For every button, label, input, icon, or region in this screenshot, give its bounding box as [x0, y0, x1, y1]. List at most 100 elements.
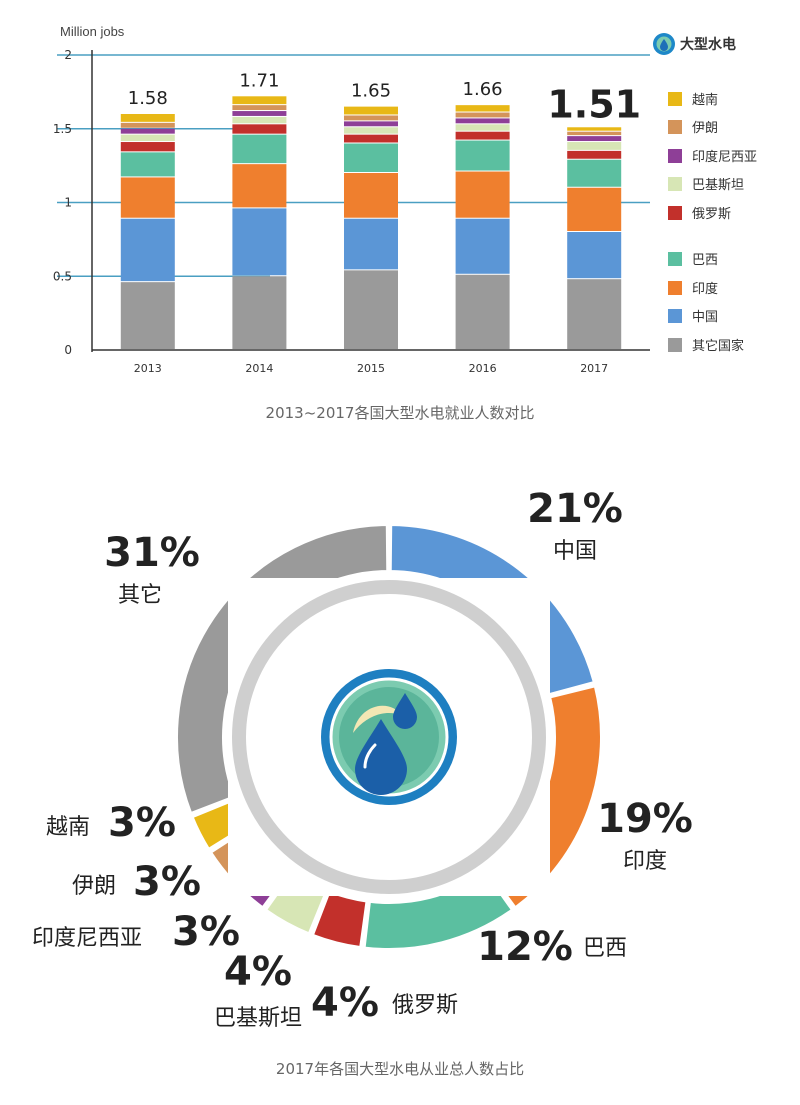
- legend-item-vietnam: 越南: [668, 92, 718, 108]
- bar-segment-india: [567, 187, 622, 231]
- legend-swatch: [668, 338, 682, 352]
- bar-segment-others: [120, 282, 175, 349]
- total-labels: 1.58 1.71 1.65 1.66 1.51: [128, 70, 641, 126]
- y-axis-ticks: 0 0.5 1 1.5 2: [53, 48, 72, 357]
- bar-segment-brazil: [567, 159, 622, 187]
- bar-segment-iran: [120, 122, 175, 128]
- bar-segment-pakistan: [455, 124, 510, 131]
- bar-segment-russia: [120, 142, 175, 152]
- legend-label: 巴基斯坦: [692, 178, 744, 193]
- slice-percent-china: 21%: [527, 486, 623, 532]
- bar-segment-pakistan: [232, 116, 287, 124]
- bar-chart-caption: 2013~2017各国大型水电就业人数对比: [265, 404, 535, 422]
- legend-swatch: [668, 206, 682, 220]
- legend-swatch: [668, 177, 682, 191]
- legend-item-china: 中国: [668, 309, 718, 325]
- slice-percent-indonesia: 3%: [172, 909, 240, 955]
- inner-ring: [232, 580, 546, 894]
- slice-percent-pakistan: 4%: [224, 949, 292, 995]
- legend-item-others: 其它国家: [668, 338, 744, 354]
- bar-segment-india: [120, 177, 175, 218]
- bar-segment-pakistan: [120, 134, 175, 142]
- slice-percent-india: 19%: [597, 796, 693, 842]
- legend-item-brazil: 巴西: [668, 252, 718, 268]
- x-axis-labels: 2013 2014 2015 2016 2017: [134, 362, 608, 375]
- slice-name-indonesia: 印度尼西亚: [32, 926, 142, 951]
- slice-labels: 21% 中国 19% 印度 12% 巴西 4% 俄罗斯 4% 巴基斯坦 3% 印度尼西亚 3% 伊朗 3% 越…: [32, 486, 693, 1031]
- legend-item-pakistan: 巴基斯坦: [668, 177, 744, 193]
- legend-label: 越南: [692, 92, 718, 108]
- bar-segment-india: [232, 164, 287, 208]
- brand-logo: 大型水电: [653, 33, 736, 55]
- slice-percent-others: 31%: [104, 530, 200, 576]
- bar-segment-russia: [455, 131, 510, 140]
- bar-segment-iran: [232, 105, 287, 111]
- total-label: 1.58: [128, 88, 168, 109]
- total-label: 1.71: [239, 70, 279, 91]
- x-tick-label: 2015: [357, 362, 385, 375]
- bar-segment-iran: [567, 131, 622, 136]
- donut-slice-russia: [311, 890, 368, 949]
- bar-segment-vietnam: [232, 96, 287, 105]
- bar-segment-russia: [232, 124, 287, 134]
- legend-item-russia: 俄罗斯: [668, 206, 731, 222]
- stacked-bar-chart: Million jobs 00.511.52 2013 2014 2015 2016 2…: [53, 24, 757, 375]
- legend-item-indonesia: 印度尼西亚: [668, 149, 757, 165]
- legend-swatch: [668, 281, 682, 295]
- legend-label: 伊朗: [692, 121, 718, 136]
- bar-segment-iran: [455, 112, 510, 118]
- legend-item-iran: 伊朗: [668, 120, 718, 136]
- bar-segment-vietnam: [120, 114, 175, 122]
- bar-segment-pakistan: [567, 142, 622, 150]
- total-label: 1.65: [351, 81, 391, 102]
- y-tick-label: 1: [64, 196, 72, 210]
- legend-label: 印度: [692, 281, 718, 297]
- brand-name: 大型水电: [680, 36, 736, 53]
- y-axis-title: Million jobs: [60, 24, 125, 39]
- bar-segment-china: [232, 208, 287, 276]
- bar-segment-indonesia: [120, 128, 175, 134]
- bar-segment-china: [567, 232, 622, 279]
- legend-item-india: 印度: [668, 281, 718, 297]
- bar-series: [120, 96, 622, 349]
- donut-chart-caption: 2017年各国大型水电从业总人数占比: [275, 1060, 525, 1078]
- bar-segment-china: [455, 218, 510, 274]
- slice-name-india: 印度: [623, 849, 667, 874]
- bar-segment-brazil: [455, 140, 510, 171]
- y-tick-label: 2: [64, 48, 72, 62]
- y-tick-label: 1.5: [53, 122, 72, 136]
- legend-label: 俄罗斯: [692, 207, 731, 222]
- slice-name-china: 中国: [553, 539, 597, 564]
- bar-segment-russia: [344, 134, 398, 143]
- slice-name-vietnam: 越南: [46, 815, 90, 840]
- slice-name-brazil: 巴西: [583, 936, 627, 961]
- bar-segment-vietnam: [567, 127, 622, 131]
- legend-swatch: [668, 149, 682, 163]
- bar-segment-russia: [567, 150, 622, 159]
- total-label: 1.66: [463, 79, 503, 100]
- x-tick-label: 2014: [245, 362, 273, 375]
- legend-swatch: [668, 252, 682, 266]
- legend-swatch: [668, 92, 682, 106]
- slice-name-pakistan: 巴基斯坦: [214, 1006, 302, 1031]
- bar-segment-pakistan: [344, 127, 398, 134]
- legend-label: 中国: [692, 310, 718, 325]
- slice-percent-iran: 3%: [133, 859, 201, 905]
- bar-segment-china: [120, 218, 175, 282]
- bar-segment-indonesia: [232, 111, 287, 116]
- legend-label: 印度尼西亚: [692, 149, 757, 165]
- y-tick-label: 0.5: [53, 269, 72, 283]
- bar-segment-others: [344, 270, 398, 349]
- legend-swatch: [668, 120, 682, 134]
- water-drop-icon: [321, 669, 457, 805]
- total-label: 1.51: [547, 82, 641, 126]
- slice-percent-russia: 4%: [311, 980, 379, 1026]
- bar-segment-china: [344, 218, 398, 270]
- slice-percent-vietnam: 3%: [108, 800, 176, 846]
- legend-label: 其它国家: [692, 338, 744, 354]
- bar-segment-iran: [344, 115, 398, 121]
- bar-segment-brazil: [120, 152, 175, 177]
- legend-swatch: [668, 309, 682, 323]
